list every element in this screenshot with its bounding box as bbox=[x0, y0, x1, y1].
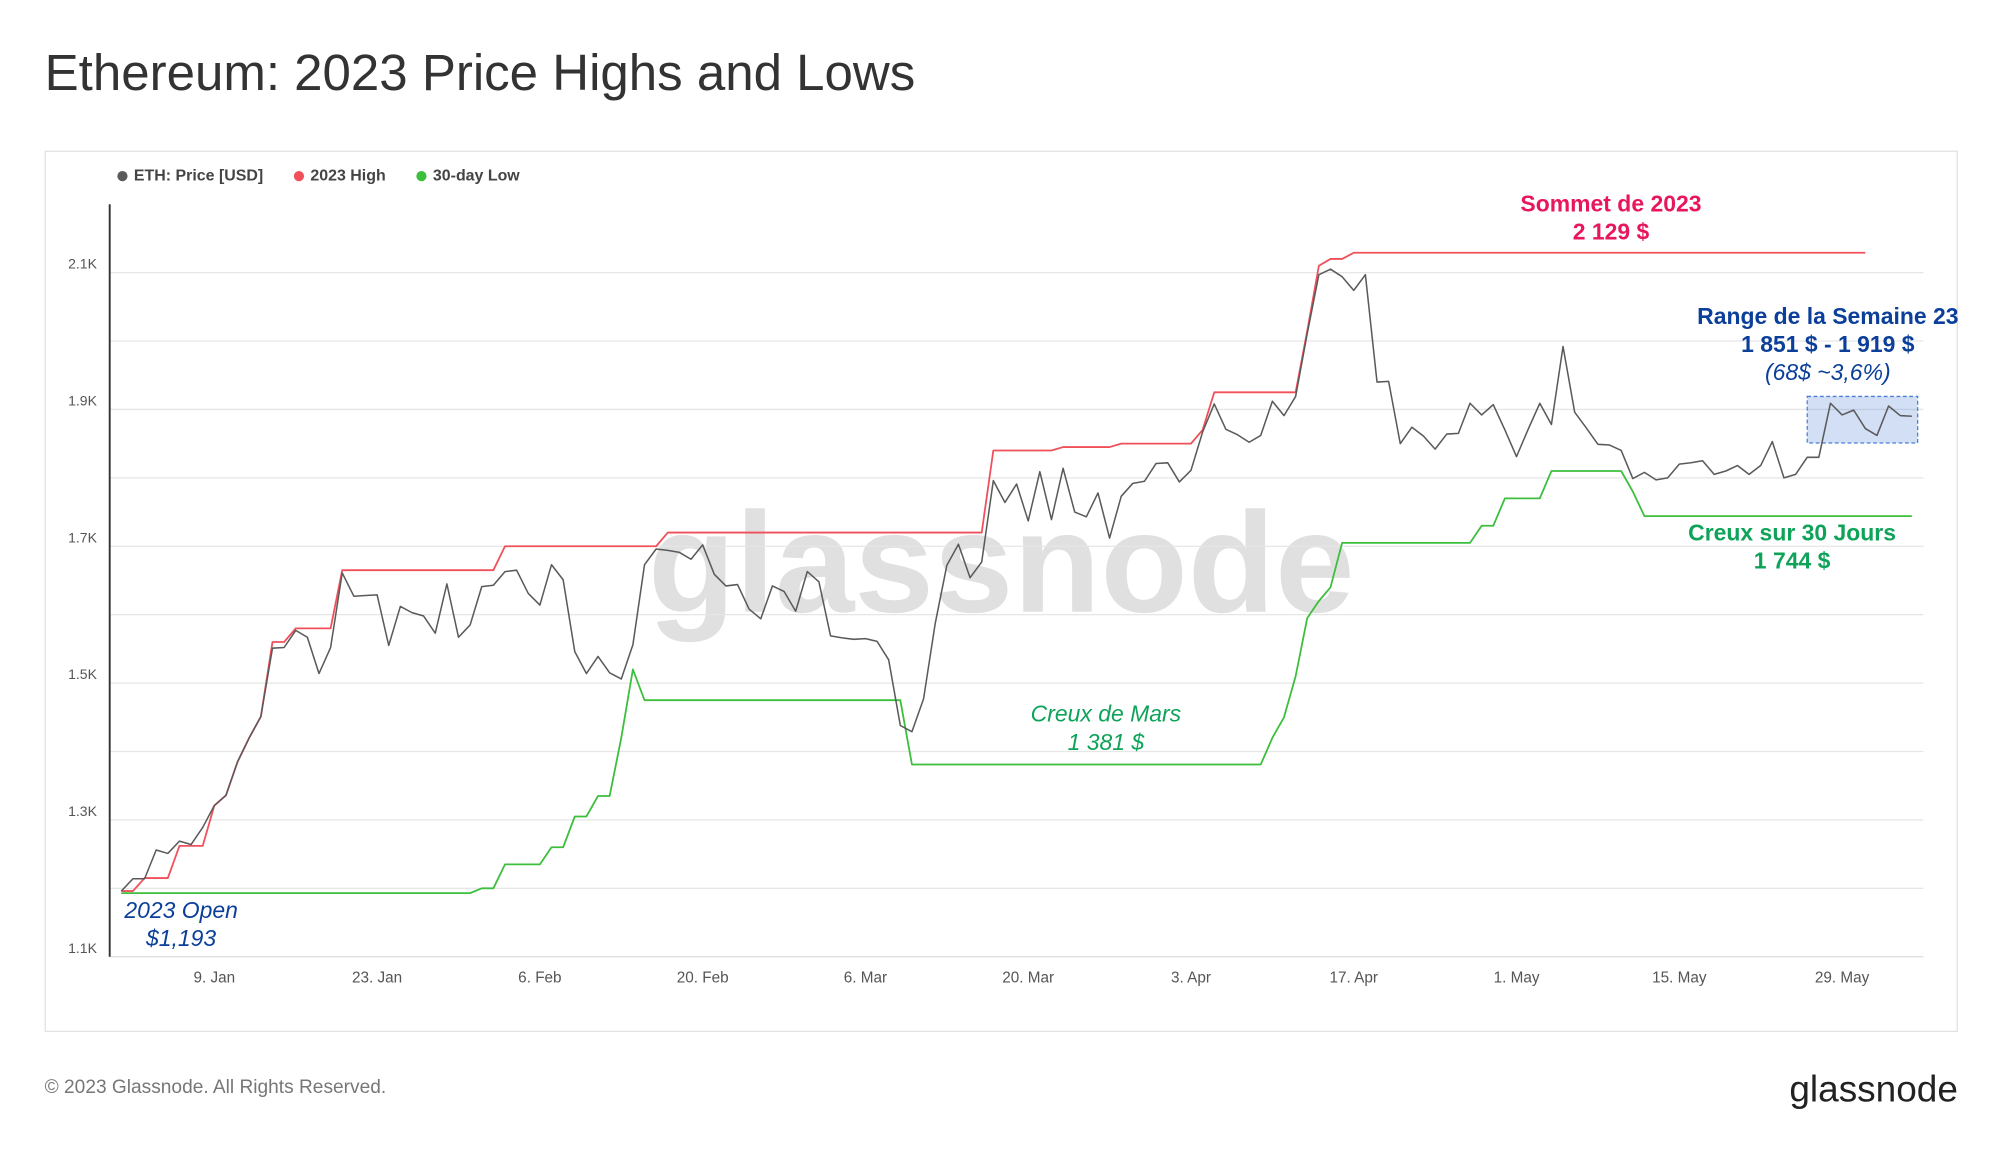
legend-marker bbox=[293, 171, 305, 182]
legend-label: 30-day Low bbox=[433, 167, 520, 184]
y-tick-label: 1.5K bbox=[68, 666, 97, 682]
annotation: $1,193 bbox=[145, 925, 216, 951]
legend-marker bbox=[117, 171, 128, 182]
series-line bbox=[121, 251, 1866, 892]
x-tick-label: 23. Jan bbox=[352, 969, 402, 986]
x-tick-label: 6. Mar bbox=[844, 969, 887, 986]
y-tick-label: 1.3K bbox=[68, 803, 97, 819]
y-tick-label: 1.9K bbox=[68, 392, 97, 408]
annotation: Sommet de 2023 bbox=[1520, 191, 1701, 217]
copyright: © 2023 Glassnode. All Rights Reserved. bbox=[45, 1077, 387, 1098]
legend-marker bbox=[416, 171, 427, 182]
x-tick-label: 3. Apr bbox=[1171, 969, 1211, 986]
annotation: Range de la Semaine 23 bbox=[1697, 303, 1958, 329]
x-tick-label: 1. May bbox=[1494, 969, 1540, 986]
y-tick-label: 1.1K bbox=[68, 940, 97, 956]
chart-title: Ethereum: 2023 Price Highs and Lows bbox=[45, 44, 916, 101]
x-tick-label: 15. May bbox=[1652, 969, 1707, 986]
legend-label: ETH: Price [USD] bbox=[134, 167, 263, 184]
x-tick-label: 17. Apr bbox=[1330, 969, 1378, 986]
annotation: Creux sur 30 Jours bbox=[1688, 520, 1896, 546]
logo: glassnode bbox=[1789, 1069, 1958, 1110]
series-line bbox=[121, 470, 1912, 895]
y-tick-label: 2.1K bbox=[68, 256, 97, 272]
annotation: Creux de Mars bbox=[1031, 701, 1181, 727]
x-tick-label: 29. May bbox=[1815, 969, 1870, 986]
annotation: 2 129 $ bbox=[1573, 219, 1650, 245]
annotation: (68$ ~3,6%) bbox=[1765, 359, 1891, 385]
annotation: 2023 Open bbox=[123, 897, 238, 923]
range-box bbox=[1806, 395, 1919, 444]
x-tick-label: 20. Feb bbox=[677, 969, 729, 986]
annotation: 1 381 $ bbox=[1068, 729, 1146, 755]
y-tick-label: 1.7K bbox=[68, 529, 97, 545]
x-tick-label: 20. Mar bbox=[1002, 969, 1054, 986]
annotation: 1 851 $ - 1 919 $ bbox=[1741, 331, 1915, 357]
watermark: glassnode bbox=[648, 484, 1354, 643]
series-line bbox=[120, 268, 1912, 892]
legend-label: 2023 High bbox=[310, 167, 385, 184]
x-tick-label: 6. Feb bbox=[518, 969, 561, 986]
x-tick-label: 9. Jan bbox=[193, 969, 235, 986]
chart-frame bbox=[44, 150, 1958, 1032]
annotation: 1 744 $ bbox=[1754, 548, 1831, 574]
